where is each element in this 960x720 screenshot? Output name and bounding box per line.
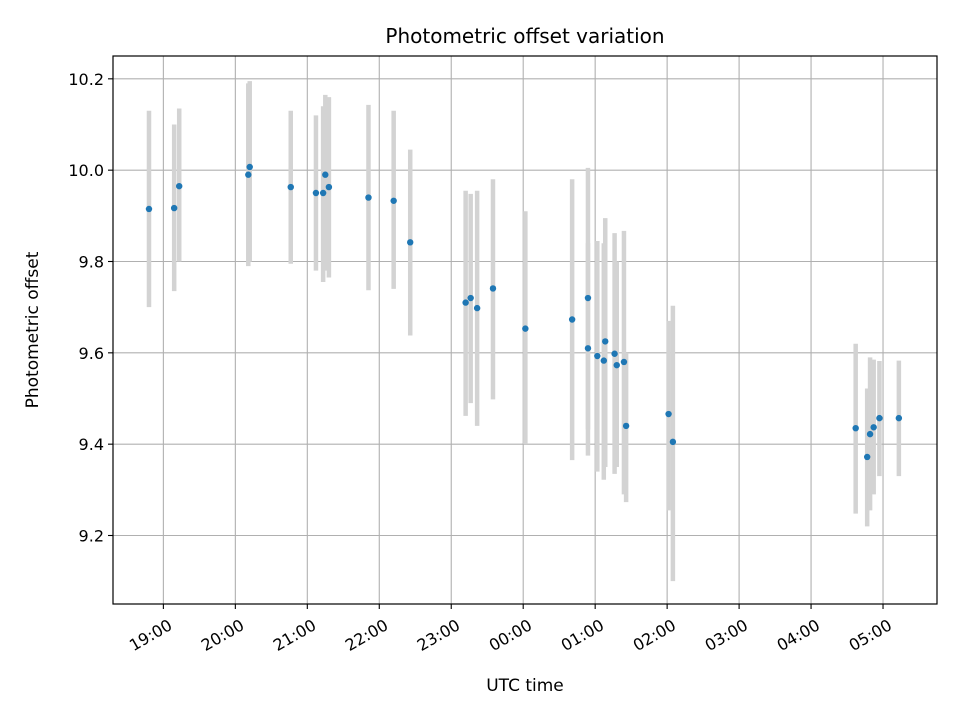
x-axis-label: UTC time xyxy=(486,676,564,696)
data-point xyxy=(669,438,677,446)
y-tick-label: 10.2 xyxy=(68,70,104,89)
data-point xyxy=(287,183,294,191)
chart-title: Photometric offset variation xyxy=(385,24,664,48)
data-point xyxy=(584,345,592,352)
data-point xyxy=(852,424,859,432)
data-point xyxy=(170,204,178,212)
data-point xyxy=(622,422,630,430)
y-tick-label: 9.8 xyxy=(79,253,104,272)
data-point xyxy=(584,294,592,302)
data-point xyxy=(319,189,327,197)
data-point xyxy=(594,352,601,360)
data-point xyxy=(866,430,874,438)
y-tick-label: 9.6 xyxy=(79,344,104,363)
data-point xyxy=(568,316,576,323)
data-point xyxy=(870,424,877,431)
data-point xyxy=(467,294,474,302)
data-point xyxy=(876,414,883,422)
data-point xyxy=(602,338,609,345)
data-point xyxy=(312,189,320,197)
data-point xyxy=(176,182,183,190)
data-point xyxy=(620,358,628,366)
data-point xyxy=(365,194,372,201)
data-point xyxy=(462,299,469,306)
y-tick-label: 9.4 xyxy=(79,435,104,454)
y-axis-label: Photometric offset xyxy=(23,251,43,408)
data-point xyxy=(322,171,329,178)
data-point xyxy=(145,205,153,213)
axes-frame xyxy=(112,55,938,605)
data-point xyxy=(863,453,871,461)
data-point xyxy=(390,197,397,204)
data-point xyxy=(600,357,608,364)
data-point xyxy=(325,183,333,191)
data-point xyxy=(522,325,529,332)
data-point xyxy=(489,285,497,292)
data-point xyxy=(613,361,620,369)
y-tick-label: 9.2 xyxy=(79,527,104,546)
y-axis-ticks: 9.2 9.4 9.6 9.8 10.0 10.2 xyxy=(68,70,113,546)
data-point xyxy=(246,163,253,171)
data-point xyxy=(245,171,252,178)
data-point xyxy=(895,414,903,422)
data-point xyxy=(665,410,672,418)
data-point xyxy=(611,350,618,357)
y-tick-label: 10.0 xyxy=(68,161,104,180)
data-point xyxy=(407,239,414,246)
data-points xyxy=(145,163,903,461)
data-point xyxy=(473,304,481,312)
